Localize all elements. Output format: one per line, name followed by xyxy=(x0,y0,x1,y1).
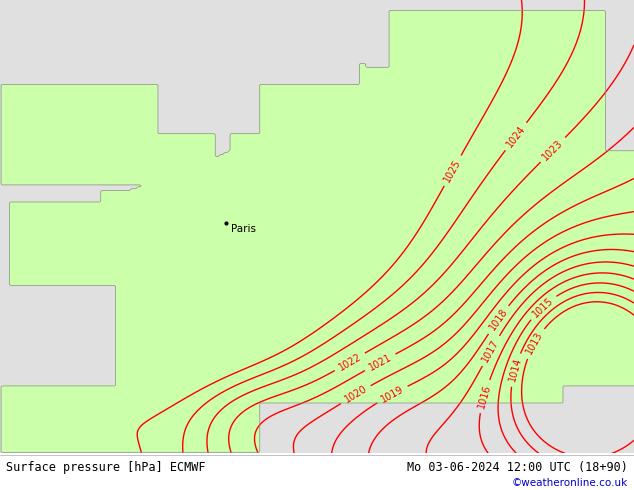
Text: 1020: 1020 xyxy=(342,384,369,405)
Text: 1023: 1023 xyxy=(541,138,565,162)
Text: ©weatheronline.co.uk: ©weatheronline.co.uk xyxy=(512,478,628,488)
Text: 1017: 1017 xyxy=(481,338,501,364)
Text: 1021: 1021 xyxy=(367,352,393,372)
Text: 1015: 1015 xyxy=(531,295,555,319)
Text: Paris: Paris xyxy=(231,223,256,234)
Text: 1018: 1018 xyxy=(487,307,510,333)
Text: 1022: 1022 xyxy=(337,351,363,372)
Text: 1014: 1014 xyxy=(507,357,523,383)
Text: Mo 03-06-2024 12:00 UTC (18+90): Mo 03-06-2024 12:00 UTC (18+90) xyxy=(407,462,628,474)
Text: 1013: 1013 xyxy=(524,330,545,356)
Text: 1024: 1024 xyxy=(505,124,527,149)
Text: 1025: 1025 xyxy=(443,157,463,184)
Text: 1016: 1016 xyxy=(476,383,493,410)
Text: Surface pressure [hPa] ECMWF: Surface pressure [hPa] ECMWF xyxy=(6,462,206,474)
Text: 1019: 1019 xyxy=(379,384,405,404)
